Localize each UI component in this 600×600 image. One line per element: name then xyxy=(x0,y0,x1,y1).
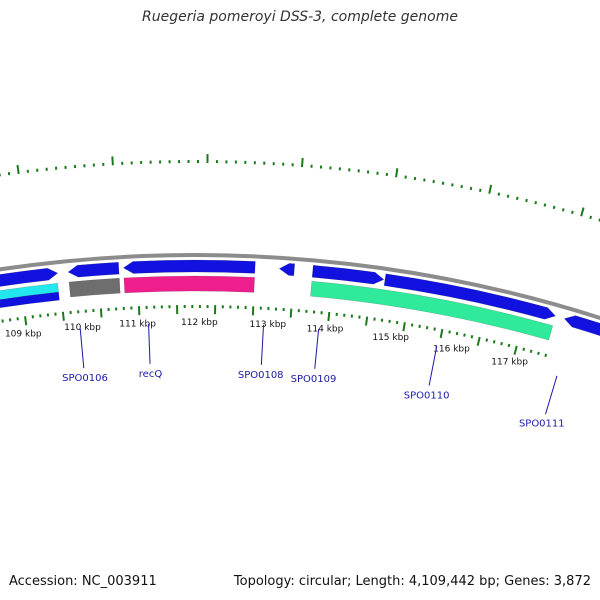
inner-tick xyxy=(289,308,293,318)
inner-tick xyxy=(476,336,481,346)
gene-label: SPO0109 xyxy=(291,374,337,385)
cds-feature xyxy=(122,259,256,274)
outer-tick xyxy=(441,181,445,185)
gene-callout-line xyxy=(428,346,438,386)
map-title: Ruegeria pomeroyi DSS-3, complete genome xyxy=(142,9,458,25)
inner-tick xyxy=(455,331,459,336)
kbp-label: 111 kbp xyxy=(119,319,156,329)
gene-callout-line xyxy=(148,323,151,364)
kbp-label: 109 kbp xyxy=(5,330,42,340)
kbp-label: 114 kbp xyxy=(307,325,344,335)
outer-tick xyxy=(580,207,585,217)
outer-tick xyxy=(460,184,463,189)
inner-tick xyxy=(500,341,503,346)
inner-tick xyxy=(544,353,548,358)
kbp-label: 115 kbp xyxy=(372,333,409,343)
inner-tick xyxy=(537,351,540,356)
topology-text: Topology: circular; Length: 4,109,442 bp… xyxy=(233,574,591,589)
gene-label: recQ xyxy=(139,369,163,380)
gene-label: SPO0108 xyxy=(238,370,284,381)
outer-tick xyxy=(111,156,114,166)
kbp-label: 112 kbp xyxy=(181,318,218,328)
cds-feature xyxy=(0,291,60,309)
kbp-label: 110 kbp xyxy=(64,323,101,333)
inner-tick xyxy=(24,316,28,326)
cds-feature xyxy=(278,263,295,276)
outer-tick xyxy=(589,215,593,220)
outer-tick xyxy=(497,192,501,196)
cds-feature xyxy=(383,273,556,320)
cyan-feature xyxy=(0,282,59,300)
kbp-label: 113 kbp xyxy=(249,320,286,330)
gene-callout-line xyxy=(545,375,558,415)
outer-tick xyxy=(571,210,574,214)
gene-label: SPO0106 xyxy=(62,373,108,384)
inner-tick xyxy=(433,327,436,331)
inner-tick xyxy=(492,340,496,344)
inner-tick xyxy=(522,347,526,352)
inner-tick xyxy=(364,316,369,326)
backbone-ring xyxy=(0,253,600,321)
gene-callout-line xyxy=(314,328,320,369)
inner-tick xyxy=(529,349,533,353)
outer-tick xyxy=(432,179,435,184)
outer-tick xyxy=(506,194,510,198)
inner-tick xyxy=(485,338,489,342)
cds-feature xyxy=(563,315,600,337)
cds-feature xyxy=(311,264,385,285)
inner-tick xyxy=(425,326,429,330)
cds-feature xyxy=(0,267,59,287)
outer-tick xyxy=(525,198,528,203)
inner-tick xyxy=(513,345,518,355)
outer-tick xyxy=(469,186,473,191)
accession-text: Accession: NC_003911 xyxy=(9,574,157,589)
recq-feature xyxy=(123,275,255,294)
outer-tick xyxy=(561,208,565,212)
inner-tick xyxy=(418,324,421,328)
outer-tick xyxy=(543,203,547,207)
inner-tick xyxy=(470,335,474,339)
gray-feature xyxy=(68,277,121,298)
outer-tick xyxy=(552,205,556,210)
outer-tick xyxy=(479,188,482,192)
inner-tick xyxy=(507,343,511,348)
inner-tick xyxy=(61,311,65,321)
teal-feature xyxy=(310,280,554,341)
gene-callout-line xyxy=(79,328,85,369)
cds-feature xyxy=(67,261,120,278)
inner-tick xyxy=(99,308,103,318)
outer-tick xyxy=(516,196,519,201)
gene-label: SPO0111 xyxy=(519,419,565,430)
inner-tick xyxy=(448,330,451,334)
gene-label: SPO0110 xyxy=(404,390,450,401)
outer-tick xyxy=(16,164,20,175)
gene-callout-line xyxy=(260,324,265,365)
outer-tick xyxy=(534,201,538,205)
kbp-label: 117 kbp xyxy=(491,358,528,368)
outer-tick xyxy=(300,157,304,168)
outer-tick xyxy=(488,184,493,194)
inner-tick xyxy=(327,311,331,322)
inner-tick xyxy=(439,328,444,339)
inner-tick xyxy=(463,333,466,337)
inner-tick xyxy=(410,323,414,327)
inner-tick xyxy=(402,322,406,332)
outer-tick xyxy=(395,168,399,178)
kbp-label: 116 kbp xyxy=(433,344,470,354)
outer-tick xyxy=(451,183,454,187)
